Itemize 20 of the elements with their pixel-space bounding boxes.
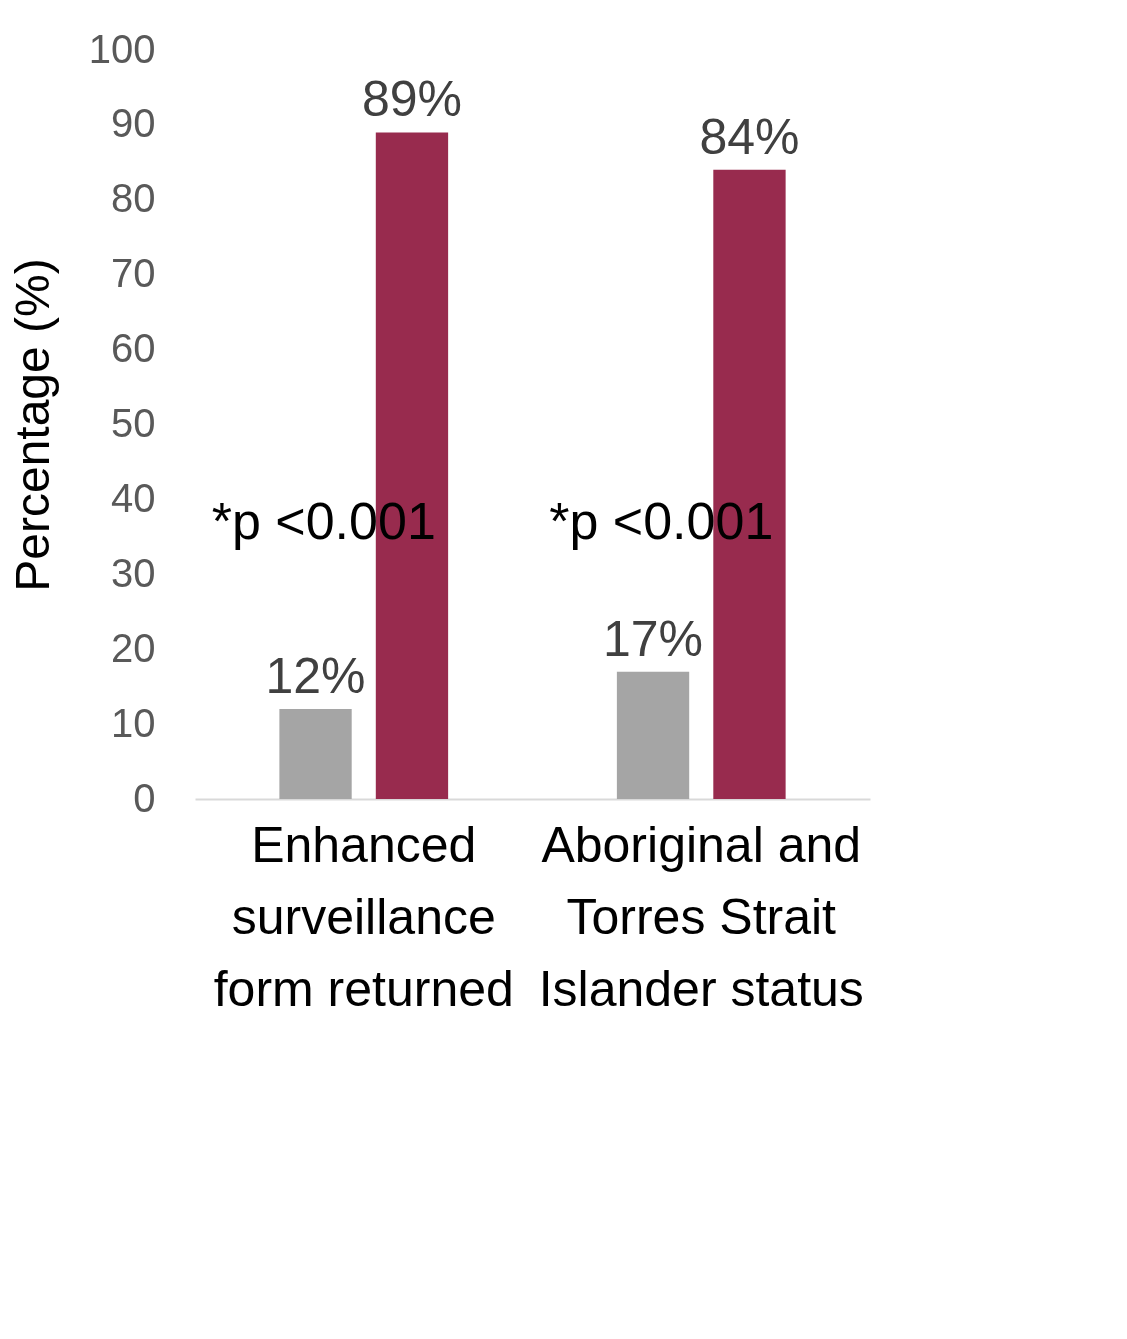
data-label: 17% — [603, 610, 704, 667]
data-label: 89% — [361, 71, 462, 128]
y-tick-label: 80 — [111, 176, 156, 221]
y-tick-label: 50 — [111, 401, 156, 445]
y-tick-label: 70 — [111, 251, 156, 296]
y-tick-label: 40 — [111, 475, 156, 520]
y-tick-label: 90 — [111, 101, 156, 146]
data-label: 12% — [265, 648, 366, 705]
bar — [616, 671, 690, 799]
y-tick-label: 100 — [88, 26, 156, 71]
y-tick-label: 20 — [111, 625, 156, 670]
y-tick-label: 60 — [111, 326, 156, 371]
bar — [279, 709, 352, 799]
x-tick-label: Enhanced surveillance form returned — [213, 816, 514, 1017]
data-label: 84% — [699, 108, 800, 165]
y-tick-label: 0 — [133, 775, 156, 820]
x-tick-label: Aboriginal and Torres Strait Islander status — [538, 816, 864, 1017]
y-tick-label: 10 — [111, 700, 156, 745]
y-tick-label: 30 — [111, 550, 156, 595]
y-axis-title: Percentage (%) — [5, 258, 59, 592]
